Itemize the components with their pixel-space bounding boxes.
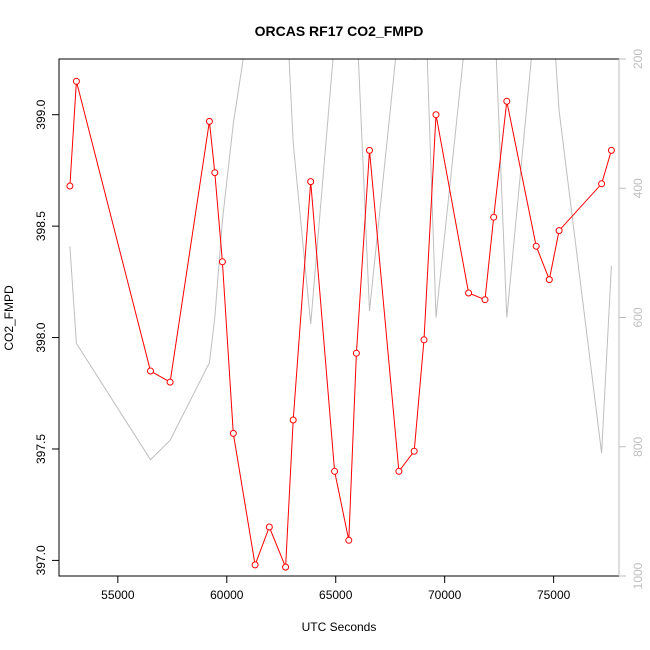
x-tick-label: 75000 — [537, 588, 571, 602]
co2-data-point — [432, 111, 440, 119]
co2-data-point — [465, 289, 473, 297]
co2-data-point — [282, 563, 290, 571]
y2-axis: 200 400 600 800 1000 — [618, 49, 645, 589]
co2-data-point — [410, 447, 418, 455]
co2-data-point — [532, 242, 540, 250]
co2-data-point — [352, 349, 360, 357]
co2-data-point — [251, 561, 259, 569]
co2-data-point — [545, 276, 553, 284]
y2-tick-label: 600 — [631, 307, 645, 327]
co2-series-line — [69, 81, 612, 568]
co2-data-point — [211, 169, 219, 177]
y2-tick-label: 1000 — [631, 562, 645, 589]
co2-data-point — [490, 213, 498, 221]
co2-data-point — [66, 182, 74, 190]
plot-frame — [58, 58, 620, 577]
co2-data-point — [289, 416, 297, 424]
y-tick-label: 398.5 — [34, 211, 48, 241]
co2-data-point — [265, 523, 273, 531]
co2-data-point — [598, 180, 606, 188]
co2-data-point — [331, 467, 339, 475]
co2-data-point — [420, 336, 428, 344]
co2-data-point — [147, 367, 154, 375]
x-tick-label: 55000 — [101, 588, 135, 602]
co2-data-point — [72, 77, 80, 85]
x-tick-label: 60000 — [210, 588, 244, 602]
co2-data-point — [166, 378, 174, 386]
co2-data-point — [607, 146, 615, 154]
y-tick-label: 397.0 — [34, 545, 48, 575]
co2-data-point — [218, 258, 226, 266]
y-axis: 397.0 397.5 398.0 398.5 399.0 — [34, 99, 60, 575]
chart-title: ORCAS RF17 CO2_FMPD — [255, 23, 424, 39]
co2-data-point — [503, 97, 511, 105]
y2-tick-label: 800 — [631, 436, 645, 456]
y2-tick-label: 200 — [631, 49, 645, 69]
x-axis: 55000 60000 65000 70000 75000 — [101, 575, 571, 602]
x-tick-label: 65000 — [319, 588, 353, 602]
right-axis-series-line — [69, 59, 612, 461]
x-tick-label: 70000 — [428, 588, 462, 602]
co2-data-point — [555, 227, 563, 235]
co2-data-point — [481, 296, 489, 304]
co2-data-point — [395, 467, 403, 475]
y-tick-label: 399.0 — [34, 99, 48, 129]
co2-data-point — [205, 117, 213, 125]
y-tick-label: 397.5 — [34, 434, 48, 464]
co2-data-point — [345, 536, 353, 544]
series-co2 — [66, 77, 615, 571]
y2-tick-label: 400 — [631, 178, 645, 198]
x-axis-label: UTC Seconds — [302, 620, 377, 634]
co2-data-point — [229, 429, 237, 437]
y-tick-label: 398.0 — [34, 322, 48, 352]
co2-data-point — [366, 146, 373, 154]
series-right-axis — [69, 59, 612, 461]
y-axis-label: CO2_FMPD — [2, 285, 16, 351]
co2-data-point — [307, 178, 315, 186]
